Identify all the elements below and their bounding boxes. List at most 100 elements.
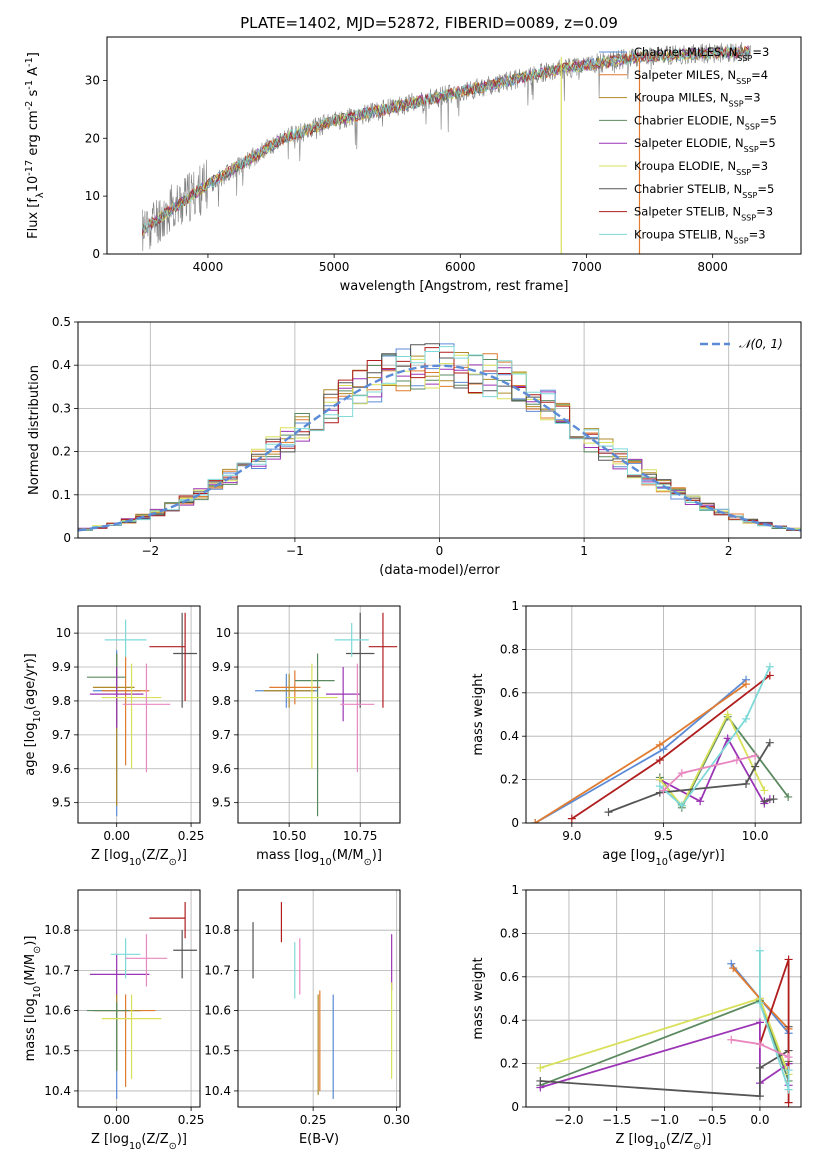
x-tick-label: −0.5 xyxy=(698,1113,727,1127)
weight-marker xyxy=(751,751,760,760)
y-tick-label: 0.6 xyxy=(500,686,519,700)
x-axis-label: Z [log10(Z/Z⊙)] xyxy=(616,1132,712,1152)
weight-line xyxy=(534,679,747,823)
x-tick-label: 0.25 xyxy=(300,1113,327,1127)
weight-marker xyxy=(760,797,769,806)
weight-marker xyxy=(765,738,774,747)
x-axis-label: E(B-V) xyxy=(299,1132,339,1147)
weight-marker xyxy=(659,786,668,795)
legend-entry: Chabrier MILES, NSSP=3 xyxy=(634,45,769,63)
axes-z_age: 0.00 0.25 9.5 9.6 9.7 9.8 9.9 10 Z [log10(Z/Z⊙)]… xyxy=(23,605,205,868)
axes-frame-mass_age xyxy=(237,605,401,824)
spectrum-model-line xyxy=(141,45,750,234)
axes-age_weight: 9.0 9.5 10.0 0 0.2 0.4 0.6 0.8 1 age [log10(age/y… xyxy=(471,599,802,868)
y-tick-label: 9.9 xyxy=(52,660,71,674)
x-tick-label: −1 xyxy=(286,544,304,558)
gaussian-curve xyxy=(78,364,801,532)
y-tick-label: 10 xyxy=(216,626,231,640)
weight-marker xyxy=(729,964,738,973)
y-tick-label: 10.8 xyxy=(204,923,231,937)
y-tick-label: 10.5 xyxy=(44,1044,71,1058)
weight-marker xyxy=(723,710,732,719)
axes-frame-z_age xyxy=(77,605,201,824)
y-tick-label: 10.4 xyxy=(204,1084,231,1098)
weight-line xyxy=(571,674,771,820)
weight-marker xyxy=(742,779,750,788)
y-tick-label: 0.8 xyxy=(500,926,519,940)
y-tick-label: 9.9 xyxy=(212,660,231,674)
y-tick-label: 0 xyxy=(511,816,519,830)
legend-entry: Salpeter STELIB, NSSP=3 xyxy=(634,205,773,223)
weight-marker xyxy=(751,762,760,771)
y-tick-label: 9.7 xyxy=(52,728,71,742)
weight-marker xyxy=(784,1098,793,1107)
x-tick-label: 7000 xyxy=(571,260,602,274)
x-tick-label: 0.25 xyxy=(178,1113,205,1127)
y-tick-label: 10.7 xyxy=(44,963,71,977)
axes-z_weight: −2.0 −1.5 −1.0 −0.5 0.0 0 0.2 0.4 0.6 0.8 1 Z [log1… xyxy=(471,883,802,1152)
chart-title: PLATE=1402, MJD=52872, FIBERID=0089, z=0… xyxy=(240,14,618,32)
y-tick-label: 0 xyxy=(511,1100,519,1114)
weight-marker xyxy=(755,998,764,1007)
x-tick-label: 0.00 xyxy=(103,829,130,843)
weight-marker xyxy=(567,814,576,823)
x-tick-label: 9.0 xyxy=(562,829,581,843)
weight-marker xyxy=(677,801,686,810)
plot-area-residuals xyxy=(78,322,801,538)
weight-marker xyxy=(784,1053,793,1062)
weight-marker xyxy=(769,795,778,804)
y-tick-label: 20 xyxy=(85,131,100,145)
y-tick-label: 30 xyxy=(85,73,100,87)
y-tick-label: 0.4 xyxy=(52,358,71,372)
x-tick-label: 10.75 xyxy=(343,829,377,843)
y-tick-label: 0 xyxy=(92,247,100,261)
y-tick-label: 9.7 xyxy=(212,728,231,742)
x-axis-label: Z [log10(Z/Z⊙)] xyxy=(91,1132,187,1152)
weight-line xyxy=(662,754,756,792)
y-tick-label: 9.6 xyxy=(212,762,231,776)
x-tick-label: 0.00 xyxy=(103,1113,130,1127)
weight-marker xyxy=(765,671,774,680)
y-tick-label: 0 xyxy=(63,531,71,545)
y-tick-label: 0.4 xyxy=(500,729,519,743)
weight-marker xyxy=(742,714,750,723)
axes-frame-z_mass xyxy=(77,889,201,1108)
x-tick-label: −2.0 xyxy=(554,1113,583,1127)
weight-marker xyxy=(755,946,764,955)
y-tick-label: 10.6 xyxy=(44,1004,71,1018)
x-axis-label: Z [log10(Z/Z⊙)] xyxy=(91,848,187,868)
plot-area-z_age xyxy=(78,606,200,823)
axes-frame-z_weight xyxy=(525,889,802,1108)
y-tick-label: 10.7 xyxy=(204,963,231,977)
legend-entry: Kroupa STELIB, NSSP=3 xyxy=(634,227,766,245)
y-tick-label: 0.3 xyxy=(52,401,71,415)
y-axis-label: mass weight xyxy=(471,673,486,755)
y-tick-label: 9.8 xyxy=(52,694,71,708)
y-tick-label: 10 xyxy=(85,189,100,203)
x-tick-label: 0 xyxy=(436,544,444,558)
y-tick-label: 9.5 xyxy=(52,796,71,810)
spectrum-model-line xyxy=(141,45,750,234)
axes-frame-spectrum xyxy=(106,36,802,255)
weight-marker xyxy=(784,792,793,801)
x-axis-label: age [log10(age/yr)] xyxy=(602,848,725,868)
plot-area-spectrum xyxy=(141,41,751,254)
y-axis-label: Normed distribution xyxy=(27,365,42,495)
y-tick-label: 0.2 xyxy=(500,1057,519,1071)
y-tick-label: 9.8 xyxy=(212,694,231,708)
weight-marker xyxy=(727,1035,736,1044)
x-axis-label: mass [log10(M/M⊙)] xyxy=(256,848,382,868)
x-tick-label: 0.25 xyxy=(178,829,205,843)
y-tick-label: 0.5 xyxy=(52,315,71,329)
y-tick-label: 1 xyxy=(511,883,519,897)
y-tick-label: 10 xyxy=(56,626,71,640)
x-tick-label: 10.0 xyxy=(742,829,769,843)
plot-area-ebv_mass xyxy=(238,890,400,1107)
weight-marker xyxy=(604,808,613,817)
weight-marker xyxy=(723,734,732,743)
x-tick-label: 0.0 xyxy=(750,1113,769,1127)
y-axis-label: Flux [fλ10-17 erg cm-2 s-1 A-1] xyxy=(24,52,46,239)
plot-area-mass_age xyxy=(238,606,400,823)
legend-entry: Kroupa ELODIE, NSSP=3 xyxy=(634,159,768,177)
